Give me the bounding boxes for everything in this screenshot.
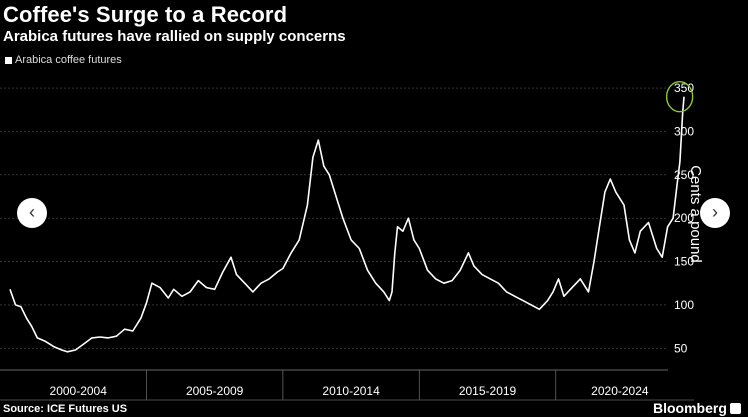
legend-swatch [5, 56, 12, 64]
x-group-label: 2005-2009 [186, 384, 244, 398]
x-group-label: 2020-2024 [591, 384, 649, 398]
chart-legend: Arabica coffee futures [5, 54, 122, 66]
series-line-arabica [9, 96, 685, 353]
y-tick-label: 50 [674, 341, 688, 355]
grid-layer [0, 87, 668, 349]
source-note: Source: ICE Futures US [3, 403, 128, 415]
record-highlight-circle [665, 80, 694, 113]
y-tick-label: 300 [674, 124, 694, 138]
x-group-label: 2015-2019 [459, 384, 517, 398]
previous-chart-button[interactable]: ‹ [17, 198, 47, 228]
next-chart-button[interactable]: › [700, 198, 730, 228]
bloomberg-mark-icon [729, 402, 741, 414]
x-group-label: 2010-2014 [322, 384, 380, 398]
x-axis: 2000-2004 2005-2009 2010-2014 2015-2019 2020… [0, 369, 694, 401]
chart-title: Coffee's Surge to a Record [3, 2, 288, 27]
x-group-label: 2000-2004 [50, 384, 108, 398]
y-tick-label: 100 [674, 298, 694, 312]
bloomberg-logo: Bloomberg [653, 400, 741, 416]
legend-label: Arabica coffee futures [15, 54, 122, 66]
y-tick-label: 200 [674, 211, 694, 225]
brand-label: Bloomberg [653, 400, 727, 416]
y-tick-label: 150 [674, 255, 694, 269]
chart-subtitle: Arabica futures have rallied on supply c… [3, 28, 346, 45]
y-tick-label: 350 [674, 81, 694, 95]
